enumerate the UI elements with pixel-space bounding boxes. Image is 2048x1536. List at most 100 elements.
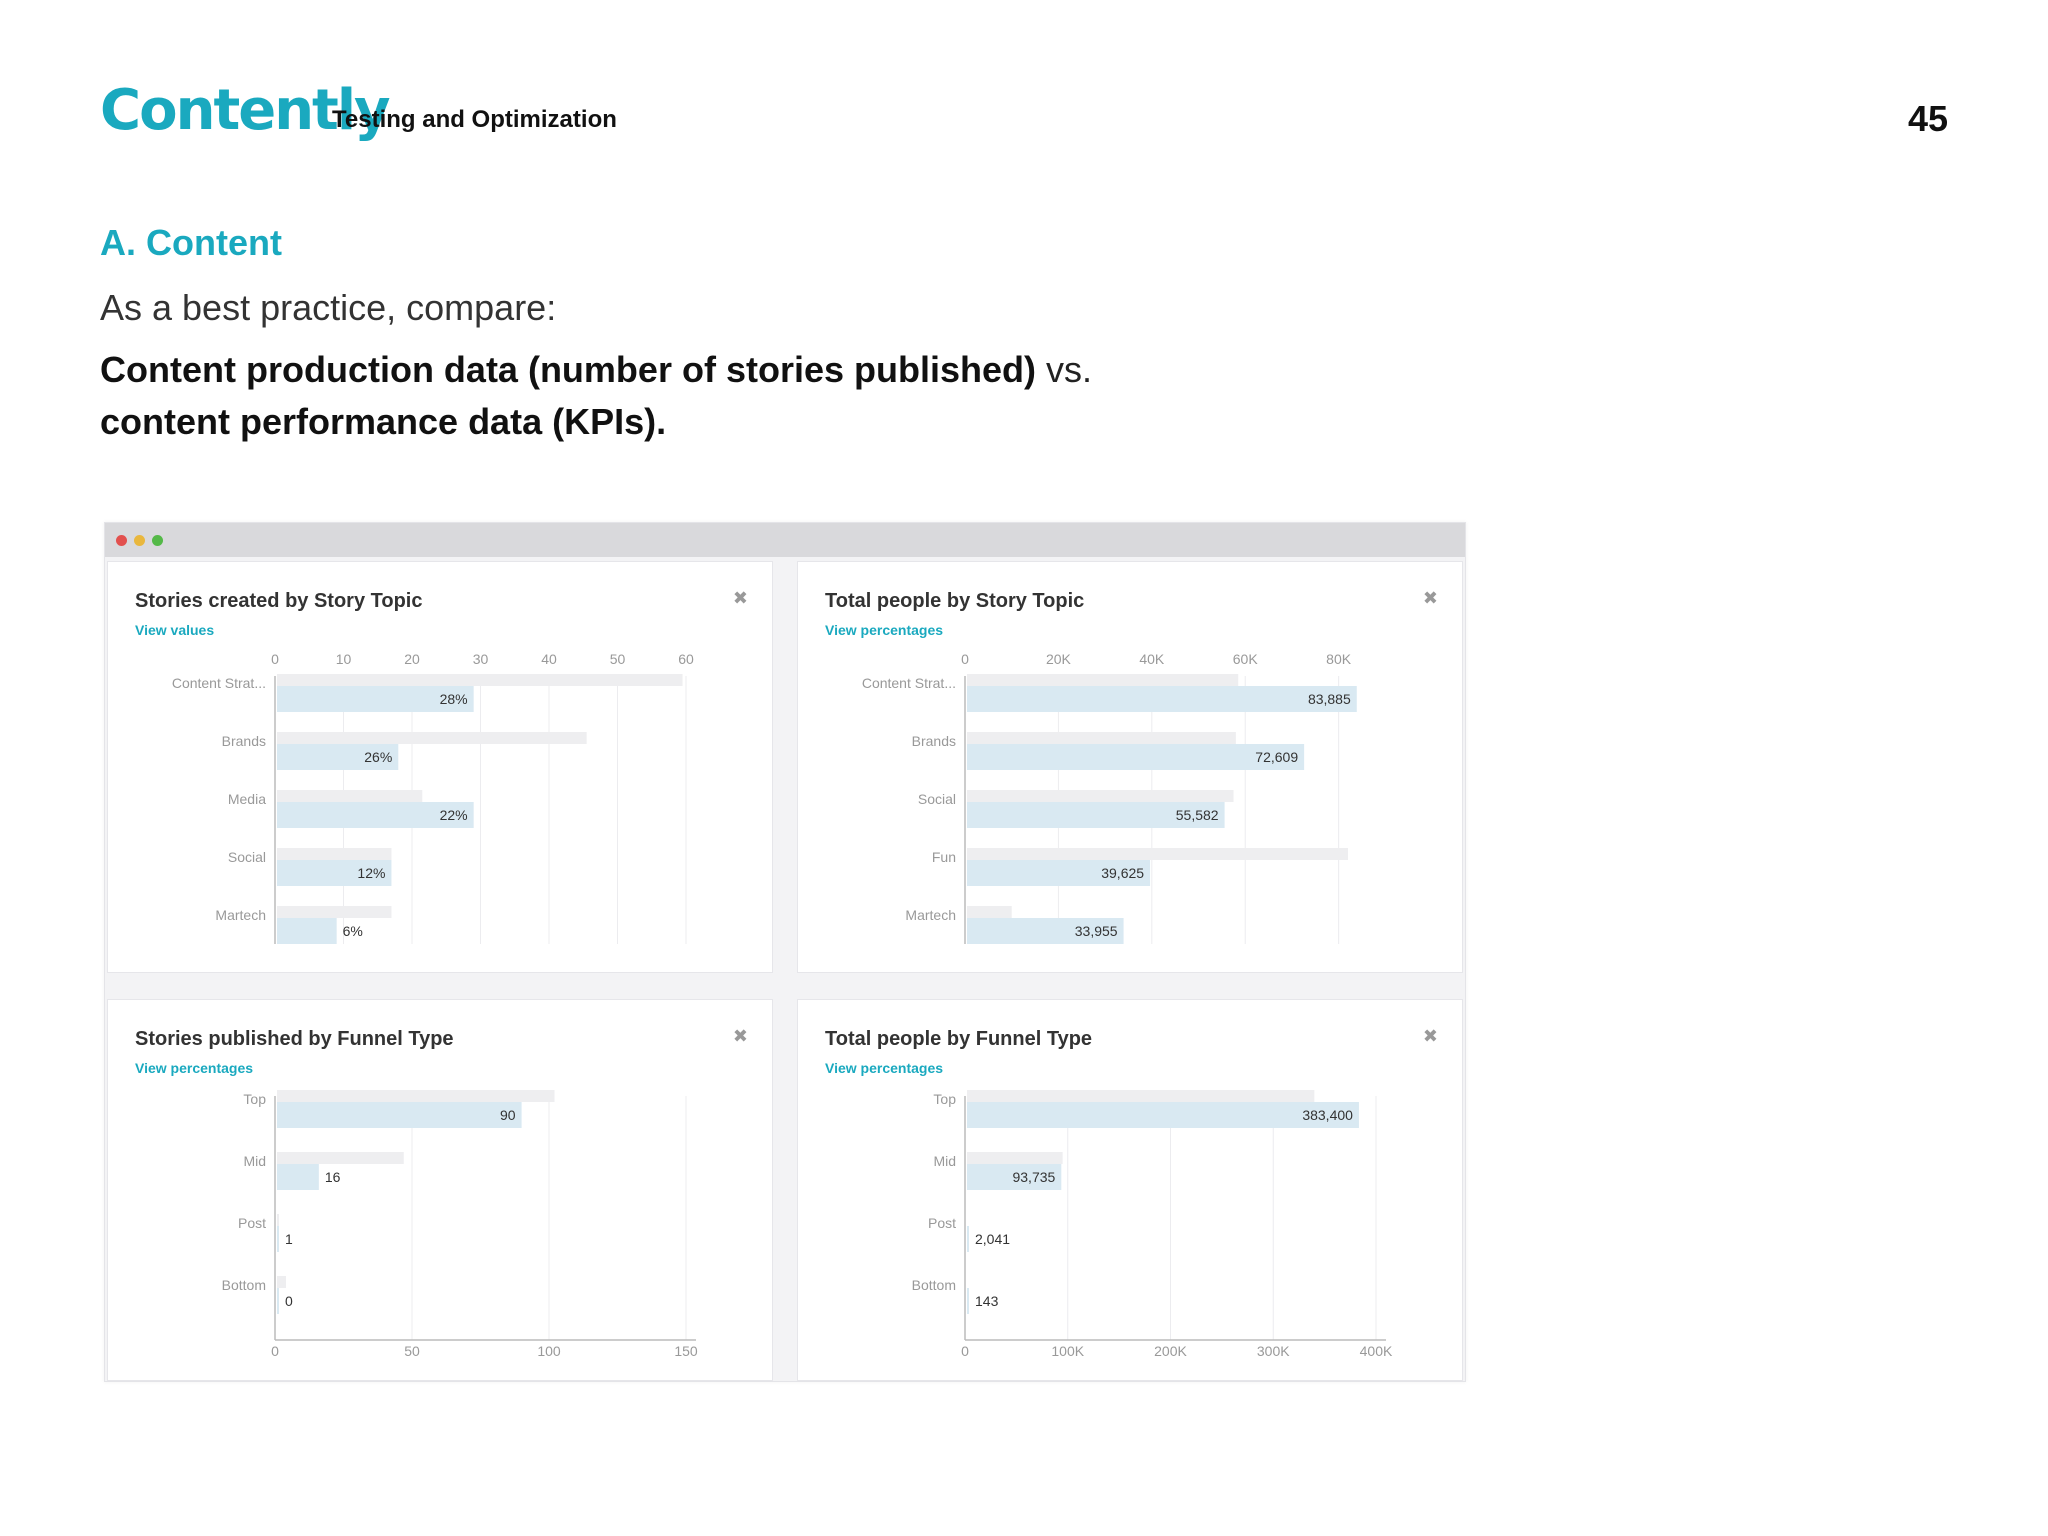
panel-title: Stories created by Story Topic bbox=[135, 590, 423, 612]
bar-value-label: 6% bbox=[343, 923, 363, 939]
bar-value-label: 90 bbox=[500, 1107, 516, 1123]
page-header: Contently Testing and Optimization 45 bbox=[100, 78, 1948, 158]
category-label: Post bbox=[928, 1215, 956, 1231]
compare-production: Content production data (number of stori… bbox=[100, 349, 1036, 390]
category-label: Content Strat... bbox=[862, 675, 956, 691]
compare-vs: vs. bbox=[1035, 349, 1092, 390]
bar bbox=[967, 744, 1305, 770]
intro-text: As a best practice, compare: bbox=[100, 287, 557, 328]
maximize-window-dot[interactable] bbox=[152, 535, 163, 546]
category-label: Martech bbox=[905, 907, 956, 923]
tick-label: 60K bbox=[1233, 651, 1259, 667]
close-window-dot[interactable] bbox=[116, 535, 127, 546]
view-percentages-link[interactable]: View percentages bbox=[825, 622, 944, 638]
bar-background bbox=[277, 790, 423, 802]
bar bbox=[967, 802, 1225, 828]
category-label: Martech bbox=[215, 907, 266, 923]
close-icon[interactable]: ✖ bbox=[1422, 588, 1438, 608]
bar-background bbox=[277, 1214, 279, 1226]
tick-label: 200K bbox=[1154, 1343, 1187, 1359]
panel-people-by-topic: Total people by Story Topic View percent… bbox=[797, 561, 1463, 973]
tick-label: 40 bbox=[541, 651, 557, 667]
bar-background bbox=[967, 732, 1236, 744]
bar-value-label: 16 bbox=[325, 1169, 341, 1185]
page-number: 45 bbox=[1907, 98, 1948, 139]
tick-label: 0 bbox=[271, 651, 279, 667]
bar-value-label: 2,041 bbox=[975, 1231, 1010, 1247]
bar-value-label: 93,735 bbox=[1012, 1169, 1055, 1185]
bar-value-label: 143 bbox=[975, 1293, 999, 1309]
bar-value-label: 33,955 bbox=[1075, 923, 1118, 939]
tick-label: 400K bbox=[1360, 1343, 1393, 1359]
bar bbox=[967, 1288, 969, 1314]
bar-value-label: 383,400 bbox=[1302, 1107, 1353, 1123]
tick-label: 30 bbox=[473, 651, 489, 667]
chart-plot-area: Content Strat... 83,885 Brands 72,609 Social… bbox=[862, 674, 1357, 944]
panel-people-by-funnel: Total people by Funnel Type View percent… bbox=[797, 999, 1463, 1381]
tick-label: 40K bbox=[1139, 651, 1165, 667]
bar bbox=[277, 860, 392, 886]
panel-stories-by-funnel: Stories published by Funnel Type View pe… bbox=[107, 999, 773, 1381]
tick-label: 80K bbox=[1326, 651, 1352, 667]
dashboard-window: Stories created by Story Topic View valu… bbox=[104, 522, 1466, 1382]
bar-background bbox=[967, 906, 1012, 918]
chart-plot-area: Top 383,400 Mid 93,735 Post 2,041 Bottom 143 bbox=[912, 1090, 1377, 1340]
bar-background bbox=[967, 790, 1234, 802]
bar-value-label: 55,582 bbox=[1176, 807, 1219, 823]
tick-label: 0 bbox=[271, 1343, 279, 1359]
category-label: Media bbox=[228, 791, 266, 807]
close-icon[interactable]: ✖ bbox=[1422, 1026, 1438, 1046]
bar-background bbox=[967, 848, 1348, 860]
tick-label: 300K bbox=[1257, 1343, 1290, 1359]
bar bbox=[277, 744, 399, 770]
chart-people-by-topic: Content Strat... 83,885 Brands 72,609 Social… bbox=[862, 651, 1357, 944]
bar bbox=[967, 686, 1357, 712]
tick-label: 20K bbox=[1046, 651, 1072, 667]
category-label: Brands bbox=[222, 733, 266, 749]
bar-value-label: 12% bbox=[357, 865, 385, 881]
tick-label: 0 bbox=[961, 651, 969, 667]
tick-label: 150 bbox=[674, 1343, 698, 1359]
minimize-window-dot[interactable] bbox=[134, 535, 145, 546]
category-label: Mid bbox=[933, 1153, 956, 1169]
view-percentages-link[interactable]: View percentages bbox=[135, 1060, 254, 1076]
panel-stories-by-topic: Stories created by Story Topic View valu… bbox=[107, 561, 773, 973]
bar bbox=[277, 918, 337, 944]
bar-value-label: 26% bbox=[364, 749, 392, 765]
bar-value-label: 0 bbox=[285, 1293, 293, 1309]
bar bbox=[277, 1288, 279, 1314]
panel-title: Total people by Story Topic bbox=[825, 590, 1085, 612]
chart-plot-area: Content Strat... 28% Brands 26% Media 22% Soci… bbox=[172, 674, 687, 944]
chart-plot-area: Top 90 Mid 16 Post 1 Bottom 0 bbox=[222, 1090, 687, 1340]
bar bbox=[277, 686, 474, 712]
category-label: Top bbox=[933, 1091, 956, 1107]
category-label: Post bbox=[238, 1215, 266, 1231]
bar bbox=[277, 1102, 522, 1128]
bar-value-label: 28% bbox=[440, 691, 468, 707]
category-label: Content Strat... bbox=[172, 675, 266, 691]
compare-text: Content production data (number of stori… bbox=[100, 344, 1300, 448]
window-titlebar bbox=[105, 523, 1465, 557]
bar-background bbox=[967, 1090, 1315, 1102]
view-percentages-link[interactable]: View percentages bbox=[825, 1060, 944, 1076]
compare-performance: content performance data (KPIs). bbox=[100, 401, 667, 442]
bar bbox=[967, 1226, 969, 1252]
panel-title: Total people by Funnel Type bbox=[825, 1028, 1093, 1050]
tick-label: 50 bbox=[404, 1343, 420, 1359]
category-label: Social bbox=[228, 849, 266, 865]
category-label: Top bbox=[243, 1091, 266, 1107]
bar bbox=[967, 860, 1151, 886]
bar-value-label: 1 bbox=[285, 1231, 293, 1247]
bar-background bbox=[277, 1152, 404, 1164]
bar-background bbox=[967, 1152, 1063, 1164]
bar bbox=[277, 802, 474, 828]
tick-label: 60 bbox=[678, 651, 694, 667]
close-icon[interactable]: ✖ bbox=[732, 588, 748, 608]
bar-background bbox=[967, 674, 1239, 686]
view-values-link[interactable]: View values bbox=[135, 622, 215, 638]
tick-label: 10 bbox=[336, 651, 352, 667]
bar bbox=[277, 1226, 279, 1252]
close-icon[interactable]: ✖ bbox=[732, 1026, 748, 1046]
section-heading: A. Content bbox=[100, 222, 282, 263]
bar-background bbox=[277, 732, 587, 744]
